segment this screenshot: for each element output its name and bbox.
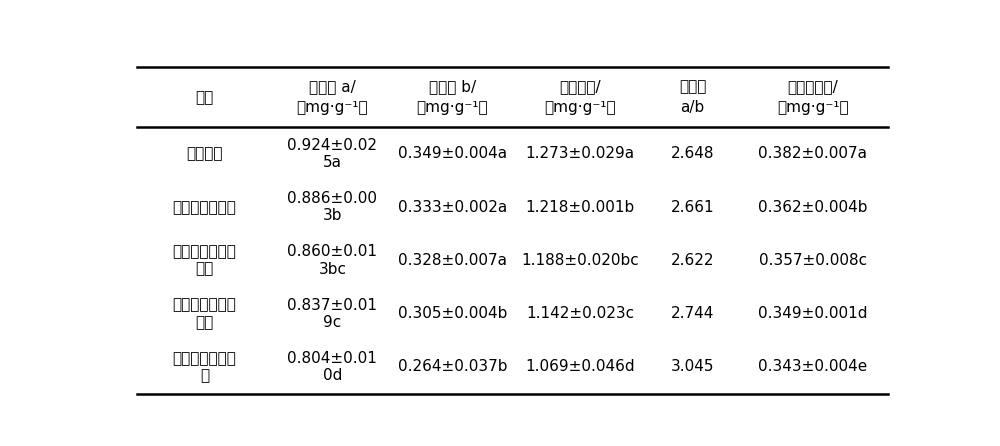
Text: 1.188±0.020bc: 1.188±0.020bc (521, 253, 639, 268)
Text: 1.142±0.023c: 1.142±0.023c (526, 306, 634, 321)
Text: 0.837±0.01: 0.837±0.01 (287, 297, 377, 313)
Text: 葡萄混种小花鬼: 葡萄混种小花鬼 (173, 297, 236, 313)
Text: 针草: 针草 (195, 315, 214, 330)
Text: 0.357±0.008c: 0.357±0.008c (759, 253, 867, 268)
Text: 0.860±0.01: 0.860±0.01 (287, 244, 377, 259)
Text: 0.328±0.007a: 0.328±0.007a (398, 253, 507, 268)
Text: 2.648: 2.648 (671, 146, 714, 161)
Text: （mg·g⁻¹）: （mg·g⁻¹） (777, 100, 849, 115)
Text: 类胡萝卜素/: 类胡萝卜素/ (787, 79, 838, 95)
Text: 0.349±0.001d: 0.349±0.001d (758, 306, 868, 321)
Text: 叶綠素 b/: 叶綠素 b/ (429, 79, 476, 95)
Text: 0.362±0.004b: 0.362±0.004b (758, 200, 868, 215)
Text: 总叶綠素/: 总叶綠素/ (560, 79, 601, 95)
Text: 葡萄单种: 葡萄单种 (186, 146, 223, 161)
Text: 0.349±0.004a: 0.349±0.004a (398, 146, 507, 161)
Text: a/b: a/b (681, 100, 705, 115)
Text: 9c: 9c (323, 315, 341, 330)
Text: （mg·g⁻¹）: （mg·g⁻¹） (417, 100, 488, 115)
Text: 1.273±0.029a: 1.273±0.029a (526, 146, 635, 161)
Text: 0.333±0.002a: 0.333±0.002a (398, 200, 507, 215)
Text: 3bc: 3bc (318, 261, 346, 277)
Text: 0.343±0.004e: 0.343±0.004e (758, 359, 867, 374)
Text: 葡萄混种金盏銀: 葡萄混种金盏銀 (173, 351, 236, 366)
Text: 5a: 5a (323, 155, 342, 170)
Text: 3.045: 3.045 (671, 359, 714, 374)
Text: 1.218±0.001b: 1.218±0.001b (526, 200, 635, 215)
Text: 叶綠素: 叶綠素 (679, 79, 706, 95)
Text: 2.622: 2.622 (671, 253, 714, 268)
Text: 0.804±0.01: 0.804±0.01 (287, 351, 377, 366)
Text: 3b: 3b (323, 208, 342, 223)
Text: 盘: 盘 (200, 368, 209, 383)
Text: 针草: 针草 (195, 261, 214, 277)
Text: （mg·g⁻¹）: （mg·g⁻¹） (296, 100, 368, 115)
Text: 0.382±0.007a: 0.382±0.007a (758, 146, 867, 161)
Text: 葡萄混种婆婆针: 葡萄混种婆婆针 (173, 200, 236, 215)
Text: 葡萄混种三叶鬼: 葡萄混种三叶鬼 (173, 244, 236, 259)
Text: 0.264±0.037b: 0.264±0.037b (398, 359, 507, 374)
Text: 处理: 处理 (195, 90, 214, 105)
Text: 1.069±0.046d: 1.069±0.046d (526, 359, 635, 374)
Text: 0.305±0.004b: 0.305±0.004b (398, 306, 507, 321)
Text: 2.661: 2.661 (671, 200, 714, 215)
Text: 叶綠素 a/: 叶綠素 a/ (309, 79, 356, 95)
Text: 0.924±0.02: 0.924±0.02 (287, 138, 377, 153)
Text: 2.744: 2.744 (671, 306, 714, 321)
Text: （mg·g⁻¹）: （mg·g⁻¹） (544, 100, 616, 115)
Text: 0.886±0.00: 0.886±0.00 (287, 191, 377, 206)
Text: 0d: 0d (323, 368, 342, 383)
